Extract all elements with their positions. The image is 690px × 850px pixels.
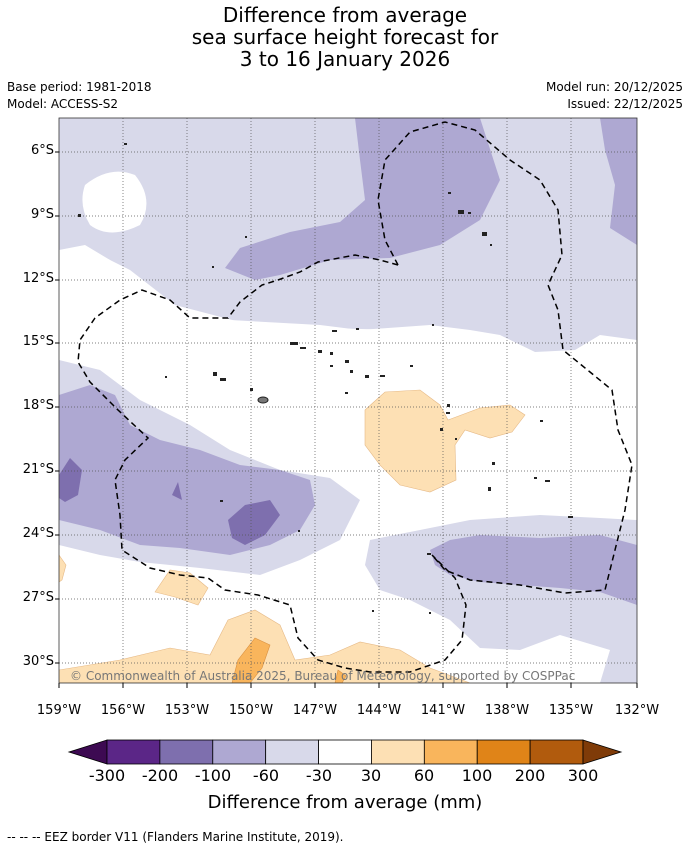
lat-label-18s: 18°S: [22, 398, 54, 413]
lon-label-150w: 150°W: [228, 703, 274, 718]
axis-ticks: [55, 151, 638, 688]
anomaly-region-minus100-small: [172, 482, 182, 500]
anomaly-region-minus100-west: [59, 458, 82, 502]
eez-borders: [77, 121, 633, 673]
anomaly-region-minus100-center: [228, 500, 280, 545]
colorbar-segment: [318, 739, 372, 765]
lon-label-132w: 132°W: [614, 703, 660, 718]
meta-left: Base period: 1981-2018 Model: ACCESS-S2: [7, 79, 152, 113]
title-line-3: 3 to 16 January 2026: [239, 47, 451, 71]
lon-label-153w: 153°W: [164, 703, 210, 718]
colorbar-label-minus200: -200: [141, 766, 179, 785]
title-line-1: Difference from average: [222, 3, 468, 27]
title-line-2: sea surface height forecast for: [191, 25, 499, 49]
footnote-eez: -- -- -- EEZ border V11 (Flanders Marine…: [7, 830, 344, 844]
lat-label-30s: 30°S: [22, 654, 54, 669]
colorbar-segment: [212, 739, 267, 765]
colorbar-segment: [265, 739, 319, 765]
lat-label-27s: 27°S: [22, 590, 54, 605]
anomaly-region-plus30-central: [364, 389, 526, 493]
model-run: Model run: 20/12/2025: [545, 80, 683, 94]
anomaly-region-minus60-north: [225, 118, 500, 280]
colorbar-segment: [529, 739, 584, 765]
lon-label-159w: 159°W: [36, 703, 82, 718]
colorbar-label-200: 200: [514, 766, 546, 785]
meta-right: Model run: 20/12/2025 Issued: 22/12/2025: [546, 79, 683, 113]
neutral-region-central: [59, 250, 637, 555]
colorbar-extend-high: [582, 739, 623, 765]
map-area: [59, 118, 637, 683]
colorbar: [67, 739, 623, 765]
anomaly-region-minus60-southeast: [430, 535, 637, 605]
colorbar-label-minus300: -300: [88, 766, 126, 785]
colorbar-segment: [423, 739, 478, 765]
colorbar-label-30: 30: [360, 766, 382, 785]
colorbar-segment: [159, 739, 214, 765]
colorbar-segment: [371, 739, 425, 765]
lon-label-135w: 135°W: [548, 703, 594, 718]
base-period: Base period: 1981-2018: [7, 80, 152, 94]
anomaly-region-plus60-small: [334, 669, 347, 683]
colorbar-label-60: 60: [413, 766, 435, 785]
colorbar-title: Difference from average (mm): [207, 792, 483, 813]
lat-label-9s: 9°S: [30, 207, 54, 222]
colorbar-label-100: 100: [461, 766, 493, 785]
colorbar-extend-low: [67, 739, 108, 765]
colorbar-label-300: 300: [567, 766, 599, 785]
colorbar-label-minus30: -30: [305, 766, 333, 785]
anomaly-region-plus30-southwest: [154, 569, 209, 606]
lat-label-21s: 21°S: [22, 462, 54, 477]
lon-label-138w: 138°W: [484, 703, 530, 718]
anomaly-region-plus60-south: [231, 637, 271, 683]
anomaly-region-minus60-northeast: [600, 118, 637, 245]
lon-label-141w: 141°W: [420, 703, 466, 718]
map-frame: [58, 117, 638, 684]
islands: [78, 143, 573, 614]
lon-label-144w: 144°W: [356, 703, 402, 718]
lat-label-12s: 12°S: [22, 271, 54, 286]
chart-title: Difference from average sea surface heig…: [0, 4, 690, 70]
anomaly-region-plus30-west: [59, 554, 67, 583]
colorbar-segment: [476, 739, 531, 765]
lon-label-156w: 156°W: [100, 703, 146, 718]
issued-date: Issued: 22/12/2025: [567, 97, 683, 111]
colorbar-label-minus60: -60: [252, 766, 280, 785]
model-name: Model: ACCESS-S2: [7, 97, 119, 111]
colorbar-segment: [106, 739, 161, 765]
lat-label-15s: 15°S: [22, 334, 54, 349]
lat-label-6s: 6°S: [30, 143, 54, 158]
lat-label-24s: 24°S: [22, 526, 54, 541]
neutral-pocket-north: [82, 171, 147, 233]
lon-label-147w: 147°W: [292, 703, 338, 718]
copyright-notice: © Commonwealth of Australia 2025, Bureau…: [70, 669, 576, 683]
latitude-gridlines: [59, 151, 637, 664]
colorbar-label-minus100: -100: [194, 766, 232, 785]
longitude-gridlines: [122, 118, 572, 683]
